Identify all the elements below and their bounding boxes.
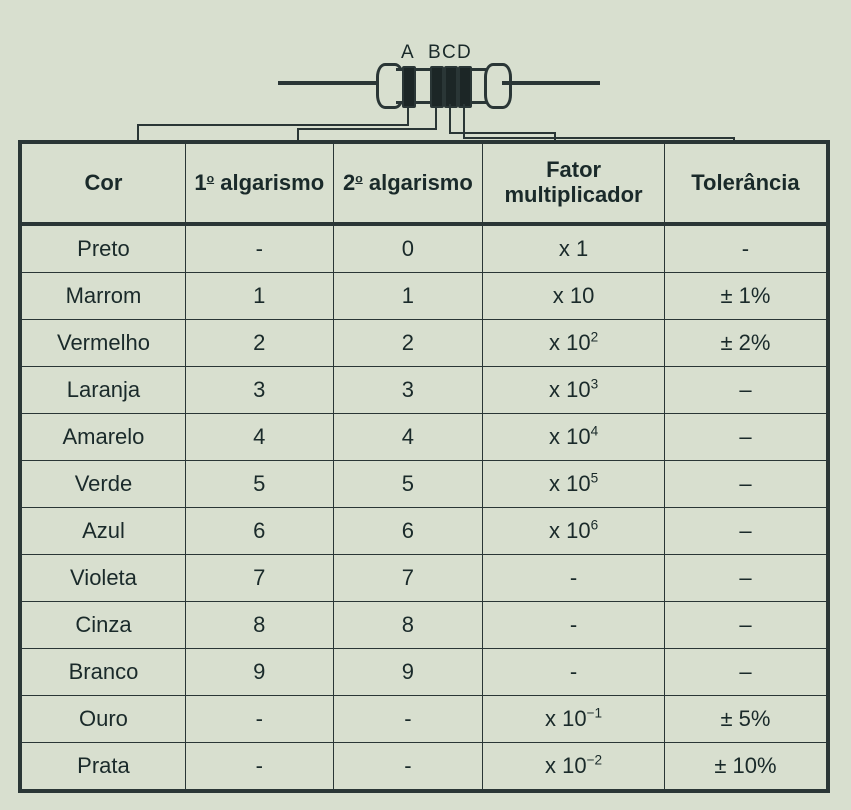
cell-digit-2: 4 [333,414,483,461]
band-label-a: A [401,42,414,64]
resistor-lead-right [502,81,600,85]
cell-digit-1: 6 [185,508,333,555]
cell-digit-1: - [185,696,333,743]
table-row: Prata--x 10−2± 10% [20,743,828,792]
cell-multiplier: x 10−2 [483,743,665,792]
table-row: Violeta77-– [20,555,828,602]
cell-multiplier: x 104 [483,414,665,461]
cell-digit-2: 2 [333,320,483,367]
cell-digit-1: - [185,224,333,273]
cell-cor: Cinza [20,602,185,649]
cell-tolerance: - [664,224,828,273]
cell-digit-1: 2 [185,320,333,367]
cell-cor: Vermelho [20,320,185,367]
resistor-band-b [430,66,444,108]
cell-cor: Marrom [20,273,185,320]
resistor-band-d [458,66,472,108]
cell-digit-1: 1 [185,273,333,320]
cell-cor: Branco [20,649,185,696]
cell-tolerance: ± 10% [664,743,828,792]
cell-digit-1: 8 [185,602,333,649]
resistor-lead-left [278,81,376,85]
cell-digit-2: 9 [333,649,483,696]
header-tolerance: Tolerância [664,142,828,224]
cell-digit-2: 1 [333,273,483,320]
band-label-d: D [457,42,471,64]
cell-digit-1: 4 [185,414,333,461]
cell-tolerance: – [664,508,828,555]
cell-digit-1: 5 [185,461,333,508]
connector-line [449,104,451,133]
cell-tolerance: – [664,649,828,696]
table-row: Vermelho22x 102± 2% [20,320,828,367]
cell-multiplier: x 106 [483,508,665,555]
cell-cor: Violeta [20,555,185,602]
table-row: Marrom11x 10± 1% [20,273,828,320]
cell-tolerance: – [664,555,828,602]
cell-multiplier: x 10 [483,273,665,320]
resistor-endcap-right [484,63,512,109]
cell-digit-2: 6 [333,508,483,555]
cell-digit-2: 8 [333,602,483,649]
cell-multiplier: x 10−1 [483,696,665,743]
cell-cor: Azul [20,508,185,555]
cell-tolerance: – [664,414,828,461]
cell-tolerance: ± 1% [664,273,828,320]
cell-tolerance: – [664,602,828,649]
connector-line [435,107,437,129]
cell-digit-1: - [185,743,333,792]
cell-multiplier: x 103 [483,367,665,414]
table-row: Laranja33x 103– [20,367,828,414]
cell-digit-2: - [333,696,483,743]
cell-cor: Ouro [20,696,185,743]
cell-multiplier: - [483,555,665,602]
cell-digit-2: 5 [333,461,483,508]
table-body: Preto-0x 1-Marrom11x 10± 1%Vermelho22x 1… [20,224,828,791]
cell-multiplier: x 102 [483,320,665,367]
cell-digit-1: 7 [185,555,333,602]
table-row: Amarelo44x 104– [20,414,828,461]
cell-cor: Laranja [20,367,185,414]
cell-digit-2: 3 [333,367,483,414]
connector-line [297,128,437,130]
table-row: Azul66x 106– [20,508,828,555]
band-label-c: C [442,42,456,64]
cell-cor: Verde [20,461,185,508]
resistor-color-table: Cor 1o algarismo 2o algarismo Fatormulti… [18,140,830,793]
table-row: Verde55x 105– [20,461,828,508]
header-multiplier: Fatormultiplicador [483,142,665,224]
table-header-row: Cor 1o algarismo 2o algarismo Fatormulti… [20,142,828,224]
cell-tolerance: – [664,461,828,508]
resistor-band-a [402,66,416,108]
header-digit-2: 2o algarismo [333,142,483,224]
cell-multiplier: x 1 [483,224,665,273]
cell-cor: Amarelo [20,414,185,461]
header-cor: Cor [20,142,185,224]
cell-digit-2: - [333,743,483,792]
connector-line [449,132,556,134]
cell-cor: Prata [20,743,185,792]
cell-tolerance: ± 5% [664,696,828,743]
cell-multiplier: - [483,649,665,696]
cell-cor: Preto [20,224,185,273]
resistor-diagram: A B C D [278,10,598,130]
band-label-b: B [428,42,441,64]
cell-digit-1: 9 [185,649,333,696]
table-row: Branco99-– [20,649,828,696]
connector-line [407,107,409,125]
resistor-band-c [444,66,458,108]
cell-tolerance: – [664,367,828,414]
cell-multiplier: x 105 [483,461,665,508]
cell-digit-1: 3 [185,367,333,414]
cell-multiplier: - [483,602,665,649]
cell-tolerance: ± 2% [664,320,828,367]
connector-line [463,137,735,139]
cell-digit-2: 0 [333,224,483,273]
connector-line [137,124,409,126]
cell-digit-2: 7 [333,555,483,602]
table-row: Cinza88-– [20,602,828,649]
table-row: Ouro--x 10−1± 5% [20,696,828,743]
header-digit-1: 1o algarismo [185,142,333,224]
table-row: Preto-0x 1- [20,224,828,273]
